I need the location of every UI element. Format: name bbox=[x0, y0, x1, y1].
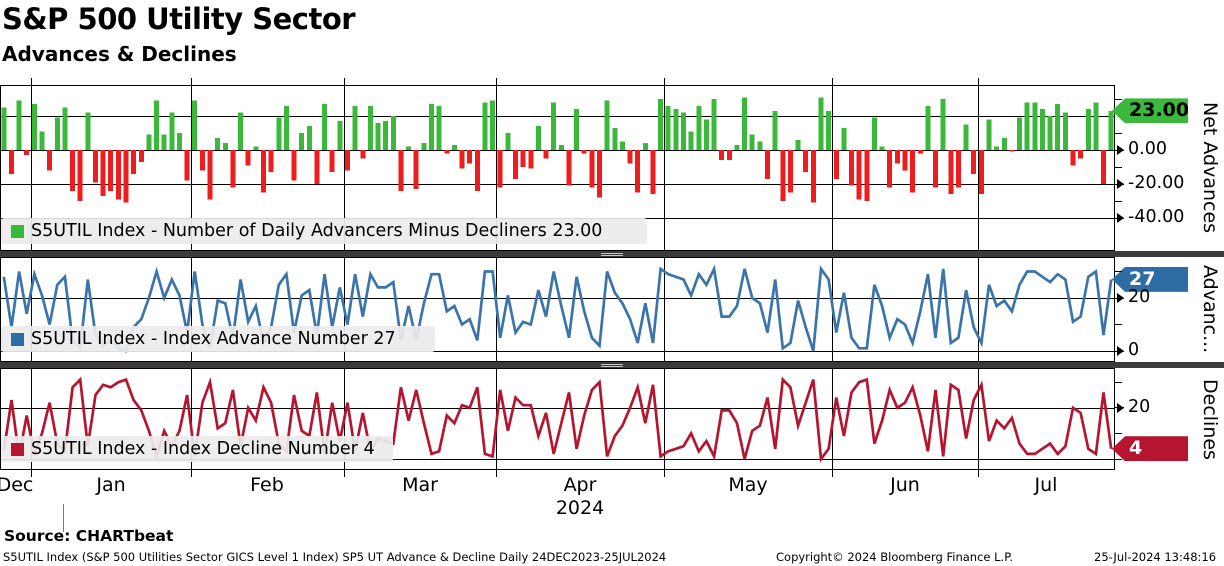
axis-title-advances: Advanc... bbox=[1199, 265, 1221, 354]
month-tick bbox=[344, 78, 345, 85]
panel-resize-grip[interactable] bbox=[597, 252, 627, 256]
axis-tick-arrow-icon bbox=[1117, 402, 1124, 413]
x-axis-month-label: Apr bbox=[563, 474, 597, 496]
month-tick bbox=[191, 78, 192, 85]
month-tick bbox=[832, 78, 833, 85]
legend-swatch-green bbox=[11, 224, 24, 238]
month-tick bbox=[191, 470, 192, 477]
axis-tick-arrow-icon bbox=[1117, 145, 1124, 155]
legend-decline-number[interactable]: S5UTIL Index - Index Decline Number 4 bbox=[1, 436, 393, 462]
legend-swatch-crimson bbox=[11, 442, 24, 456]
x-axis-month-label: Dec bbox=[0, 474, 34, 496]
axis-tick-arrow-icon bbox=[1117, 213, 1124, 223]
last-value-tag-declines: 4 bbox=[1112, 436, 1188, 462]
last-value-tag-net-advances: 23.00 bbox=[1112, 98, 1188, 124]
panel-resize-grip[interactable] bbox=[597, 363, 627, 367]
axis-minor-tick bbox=[1115, 98, 1122, 100]
legend-advance-number[interactable]: S5UTIL Index - Index Advance Number 27 bbox=[1, 326, 435, 352]
legend-label: S5UTIL Index - Index Advance Number 27 bbox=[31, 329, 396, 349]
axis-tick-arrow-icon bbox=[1117, 293, 1124, 303]
axis-minor-tick bbox=[1115, 271, 1122, 272]
legend-swatch-blue bbox=[11, 332, 24, 346]
year-divider-line bbox=[63, 504, 64, 532]
legend-net-advances[interactable]: S5UTIL Index - Number of Daily Advancers… bbox=[1, 218, 647, 244]
axis-tick-label: 0 bbox=[1128, 340, 1140, 360]
x-axis-month-label: May bbox=[728, 474, 768, 496]
month-tick bbox=[31, 78, 32, 85]
axis-title-declines: Declines bbox=[1199, 378, 1221, 460]
legend-label: S5UTIL Index - Index Decline Number 4 bbox=[31, 439, 375, 459]
axis-tick-label: 20 bbox=[1128, 287, 1151, 307]
axis-tick-arrow-icon bbox=[1117, 346, 1124, 356]
x-axis-month-label: Mar bbox=[402, 474, 438, 496]
footer-copyright: Copyright© 2024 Bloomberg Finance L.P. bbox=[776, 550, 1013, 564]
month-tick bbox=[496, 78, 497, 85]
axis-tick-label: -40.00 bbox=[1128, 207, 1185, 227]
axis-tick-label: 0.00 bbox=[1128, 139, 1167, 159]
axis-minor-tick bbox=[1115, 432, 1122, 434]
month-tick bbox=[978, 78, 979, 85]
axis-minor-tick bbox=[1115, 324, 1122, 325]
axis-title-net-advances: Net Advances bbox=[1199, 102, 1221, 234]
month-tick bbox=[496, 470, 497, 477]
x-axis-year-label: 2024 bbox=[555, 497, 605, 519]
footer-security-description: S5UTIL Index (S&P 500 Utilities Sector G… bbox=[3, 550, 667, 564]
x-axis-month-label: Feb bbox=[250, 474, 284, 496]
month-tick bbox=[664, 470, 665, 477]
footer-timestamp: 25-Jul-2024 13:48:16 bbox=[1094, 550, 1217, 564]
axis-tick-arrow-icon bbox=[1117, 179, 1124, 189]
month-tick bbox=[31, 470, 32, 477]
page-title: S&P 500 Utility Sector bbox=[2, 2, 356, 36]
page-subtitle: Advances & Declines bbox=[2, 42, 237, 66]
axis-tick-label: 20 bbox=[1128, 396, 1151, 417]
axis-minor-tick bbox=[1115, 166, 1122, 168]
axis-minor-tick bbox=[1115, 458, 1122, 460]
source-label: Source: CHARTbeat bbox=[4, 527, 174, 545]
x-axis-month-label: Jan bbox=[96, 474, 126, 496]
axis-minor-tick bbox=[1115, 200, 1122, 202]
axis-tick-label: -20.00 bbox=[1128, 173, 1185, 193]
axis-minor-tick bbox=[1115, 132, 1122, 134]
x-axis-month-label: Jun bbox=[890, 474, 920, 496]
month-tick bbox=[832, 470, 833, 477]
declines-plot[interactable] bbox=[0, 368, 1115, 470]
month-tick bbox=[664, 78, 665, 85]
month-tick bbox=[978, 470, 979, 477]
panel-separator bbox=[0, 251, 1224, 257]
legend-label: S5UTIL Index - Number of Daily Advancers… bbox=[31, 221, 603, 241]
axis-minor-tick bbox=[1115, 381, 1122, 383]
panel-separator bbox=[0, 362, 1224, 368]
last-value-tag-advances: 27 bbox=[1112, 266, 1188, 292]
month-tick bbox=[344, 470, 345, 477]
x-axis-month-label: Jul bbox=[1034, 474, 1058, 496]
